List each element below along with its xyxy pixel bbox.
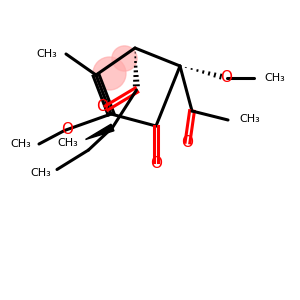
Text: CH₃: CH₃ [30,167,51,178]
Text: O: O [220,70,232,86]
Text: O: O [150,156,162,171]
Text: O: O [61,122,73,136]
Text: CH₃: CH₃ [11,139,32,149]
Text: CH₃: CH₃ [36,49,57,59]
Circle shape [112,46,137,71]
Text: CH₃: CH₃ [57,137,78,148]
Text: CH₃: CH₃ [264,73,285,83]
Circle shape [93,57,126,90]
Text: O: O [182,135,194,150]
Polygon shape [85,124,114,140]
Text: CH₃: CH₃ [239,113,260,124]
Text: O: O [96,99,108,114]
